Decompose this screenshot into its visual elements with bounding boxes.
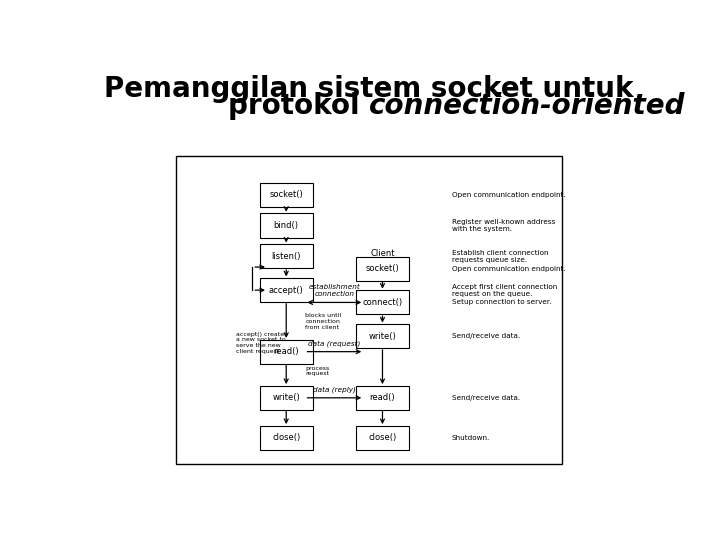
- Text: Accept first client connection
request on the queue.: Accept first client connection request o…: [451, 284, 557, 296]
- Text: socket(): socket(): [366, 264, 400, 273]
- Text: close(): close(): [272, 433, 300, 442]
- Text: close(): close(): [369, 433, 397, 442]
- Text: read(): read(): [369, 393, 395, 402]
- Text: data (reply): data (reply): [313, 386, 356, 393]
- Bar: [260, 278, 312, 302]
- Text: protokol: protokol: [228, 92, 369, 120]
- Bar: [356, 426, 409, 450]
- Text: accept() creates
a new socket to
serve the new
client request: accept() creates a new socket to serve t…: [236, 332, 287, 354]
- Bar: [260, 340, 312, 364]
- Text: Shutdown.: Shutdown.: [451, 435, 490, 441]
- Text: process
request: process request: [305, 366, 330, 376]
- Text: Setup connection to server.: Setup connection to server.: [451, 299, 552, 306]
- Text: blocks until
connection
from client: blocks until connection from client: [305, 313, 341, 330]
- Text: listen(): listen(): [271, 252, 301, 261]
- Bar: [356, 256, 409, 281]
- Bar: [260, 386, 312, 410]
- Text: establishment
connection: establishment connection: [308, 285, 360, 298]
- Text: Open communication endpoint.: Open communication endpoint.: [451, 266, 565, 272]
- Text: Open communication endpoint.: Open communication endpoint.: [451, 192, 565, 198]
- Text: data (request): data (request): [308, 340, 361, 347]
- Bar: [176, 156, 562, 464]
- Text: socket(): socket(): [269, 190, 303, 199]
- Text: Send/receive data.: Send/receive data.: [451, 333, 520, 339]
- Text: Send/receive data.: Send/receive data.: [451, 395, 520, 401]
- Text: Client: Client: [370, 249, 395, 258]
- Bar: [260, 426, 312, 450]
- Bar: [260, 183, 312, 207]
- Text: read(): read(): [274, 347, 299, 356]
- Bar: [260, 244, 312, 268]
- Text: connect(): connect(): [362, 298, 402, 307]
- Text: Pemanggilan sistem socket untuk: Pemanggilan sistem socket untuk: [104, 75, 634, 103]
- Text: write(): write(): [272, 393, 300, 402]
- Text: bind(): bind(): [274, 221, 299, 230]
- Text: Establish client connection
requests queue size.: Establish client connection requests que…: [451, 250, 548, 263]
- Bar: [260, 213, 312, 238]
- Text: accept(): accept(): [269, 286, 304, 295]
- Text: write(): write(): [369, 332, 396, 341]
- Text: Register well-known address
with the system.: Register well-known address with the sys…: [451, 219, 555, 232]
- Text: connection-oriented: connection-oriented: [369, 92, 685, 120]
- Bar: [356, 324, 409, 348]
- Bar: [356, 386, 409, 410]
- Bar: [356, 291, 409, 314]
